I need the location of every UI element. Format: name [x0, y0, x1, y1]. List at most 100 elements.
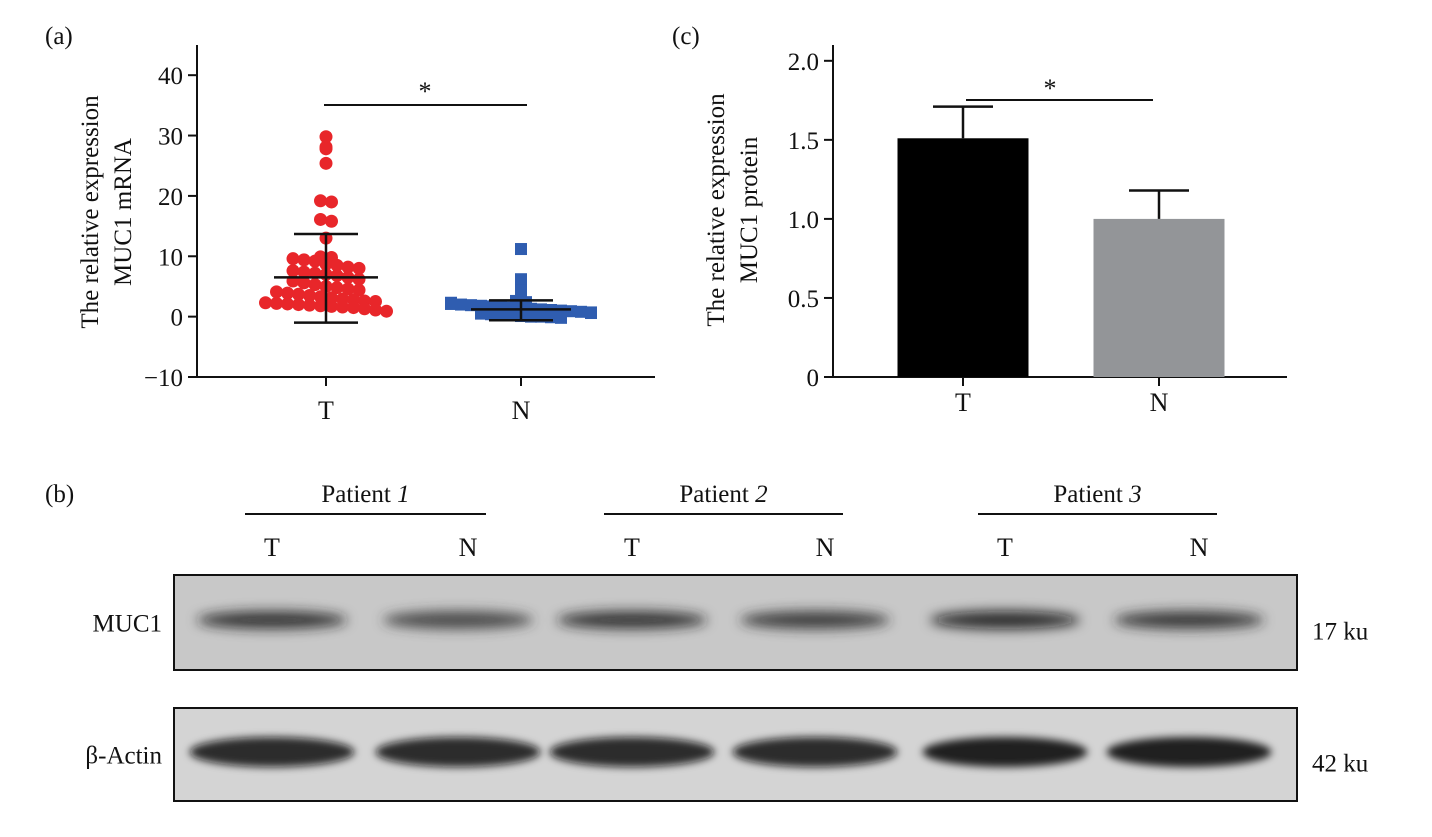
- patient-header-number: 1: [397, 481, 410, 508]
- panel-a-point-T: [303, 298, 316, 312]
- blot-size-label: 42 ku: [1312, 751, 1369, 778]
- panel-a-y-tick-label: 30: [158, 124, 183, 151]
- panel-a-point-T: [281, 297, 294, 311]
- panel-a-point-T: [297, 265, 311, 279]
- panel-a-point-T: [270, 296, 283, 310]
- panel-a-point-N: [495, 308, 507, 321]
- panel-c-ylabel-line1: The relative expression: [703, 93, 730, 327]
- panel-a: (a) The relative expression MUC1 mRNA −1…: [45, 23, 655, 425]
- blot-row-label: β-Actin: [85, 743, 162, 770]
- panel-a-x-tick-label: N: [512, 396, 531, 425]
- patient-header-text: Patient: [321, 481, 397, 508]
- panel-a-y-tick-label: 10: [158, 244, 183, 271]
- panel-a-point-N: [445, 297, 457, 310]
- panel-a-y-tick-label: 20: [158, 184, 183, 211]
- panel-a-point-T: [297, 253, 311, 267]
- patient-header-number: 3: [1128, 481, 1142, 508]
- patient-header-text: Patient: [679, 481, 755, 508]
- blot-band: [922, 737, 1088, 767]
- panel-a-point-T: [286, 252, 300, 266]
- panel-a-point-T: [358, 302, 371, 316]
- panel-a-significance-star: *: [419, 77, 432, 106]
- panel-a-axes: −10 0 10 20 30 40 T N: [144, 45, 655, 425]
- panel-c-x-tick-label: T: [955, 388, 971, 417]
- panel-a-point-T: [330, 258, 344, 272]
- lane-label-T: T: [997, 533, 1013, 562]
- panel-a-point-T: [380, 304, 393, 318]
- panel-c-ylabel-line2: MUC1 protein: [736, 136, 763, 283]
- blot-band: [383, 611, 533, 629]
- panel-a-point-T: [352, 272, 366, 286]
- lane-label-N: N: [1190, 533, 1209, 562]
- panel-b-blots: MUC1 17 ku β-Actin 42 ku: [85, 574, 1369, 802]
- panel-a-point-T: [292, 298, 305, 312]
- panel-a-point-T: [314, 299, 327, 313]
- panel-a-point-T: [319, 130, 333, 144]
- panel-a-y-tick-label: 0: [171, 305, 184, 332]
- panel-a-point-T: [352, 283, 366, 297]
- panel-a-point-T: [369, 303, 382, 317]
- panel-a-point-T: [308, 254, 322, 268]
- panel-a-point-T: [270, 285, 283, 299]
- panel-a-point-T: [259, 296, 272, 310]
- panel-b: (b) Patient 1 T N Patient 2 T N Patient 3 T N MU…: [45, 481, 1369, 802]
- blot-band: [1106, 737, 1272, 767]
- panel-a-point-T: [330, 281, 344, 295]
- blot-band: [557, 611, 707, 629]
- panel-a-point-T: [347, 301, 360, 315]
- panel-a-point-N: [505, 309, 517, 322]
- panel-a-point-N: [515, 284, 527, 297]
- panel-c-y-tick-label: 0: [807, 365, 820, 392]
- patient-header-1: Patient 1: [321, 481, 409, 508]
- panel-a-point-N: [485, 308, 497, 321]
- panel-a-point-T: [341, 260, 355, 274]
- blot-band: [197, 611, 347, 629]
- patient-header-3: Patient 3: [1053, 481, 1141, 508]
- lane-label-T: T: [624, 533, 640, 562]
- panel-a-point-T: [319, 142, 333, 156]
- lane-label-T: T: [264, 533, 280, 562]
- panel-c-y-tick-label: 0.5: [788, 286, 819, 313]
- panel-c-y-tick-label: 1.5: [788, 128, 819, 155]
- panel-c-bar-N: [1093, 218, 1225, 377]
- panel-a-point-T: [325, 195, 338, 209]
- lane-label-N: N: [459, 533, 478, 562]
- panel-a-point-T: [314, 194, 327, 208]
- patient-header-text: Patient: [1053, 481, 1129, 508]
- blot-frame-muc1: [173, 574, 1298, 671]
- panel-b-label: (b): [45, 481, 74, 508]
- panel-a-point-T: [352, 261, 366, 275]
- panel-a-point-T: [308, 278, 322, 292]
- panel-a-point-N: [455, 298, 467, 311]
- panel-a-point-T: [341, 282, 355, 296]
- blot-row-label: MUC1: [93, 611, 162, 638]
- panel-c-bar-T: [897, 138, 1029, 377]
- blot-band: [189, 737, 355, 767]
- panel-a-point-T: [336, 300, 349, 314]
- panel-c-x-tick-label: N: [1150, 388, 1169, 417]
- panel-a-x-tick-label: T: [318, 396, 334, 425]
- panel-a-point-N: [585, 307, 597, 320]
- panel-c-label: (c): [672, 23, 700, 50]
- panel-a-point-T: [314, 212, 327, 226]
- panel-a-point-T: [330, 269, 344, 283]
- panel-a-marks: [259, 130, 597, 324]
- panel-c-y-tick-label: 1.0: [788, 207, 819, 234]
- panel-c-marks: [897, 105, 1225, 377]
- panel-a-point-N: [555, 311, 567, 324]
- panel-a-point-T: [325, 299, 338, 313]
- panel-a-point-N: [515, 273, 527, 286]
- blot-band: [549, 737, 715, 767]
- panel-a-ylabel-line2: MUC1 mRNA: [110, 138, 137, 286]
- lane-label-N: N: [816, 533, 835, 562]
- blot-size-label: 17 ku: [1312, 619, 1369, 646]
- blot-band: [375, 737, 541, 767]
- patient-header-number: 2: [755, 481, 768, 508]
- panel-a-point-T: [286, 264, 300, 278]
- panel-a-point-T: [303, 289, 316, 303]
- blot-band: [732, 737, 898, 767]
- panel-a-point-T: [292, 287, 305, 301]
- panel-a-ylabel-line1: The relative expression: [77, 95, 104, 329]
- panel-a-point-N: [515, 243, 527, 256]
